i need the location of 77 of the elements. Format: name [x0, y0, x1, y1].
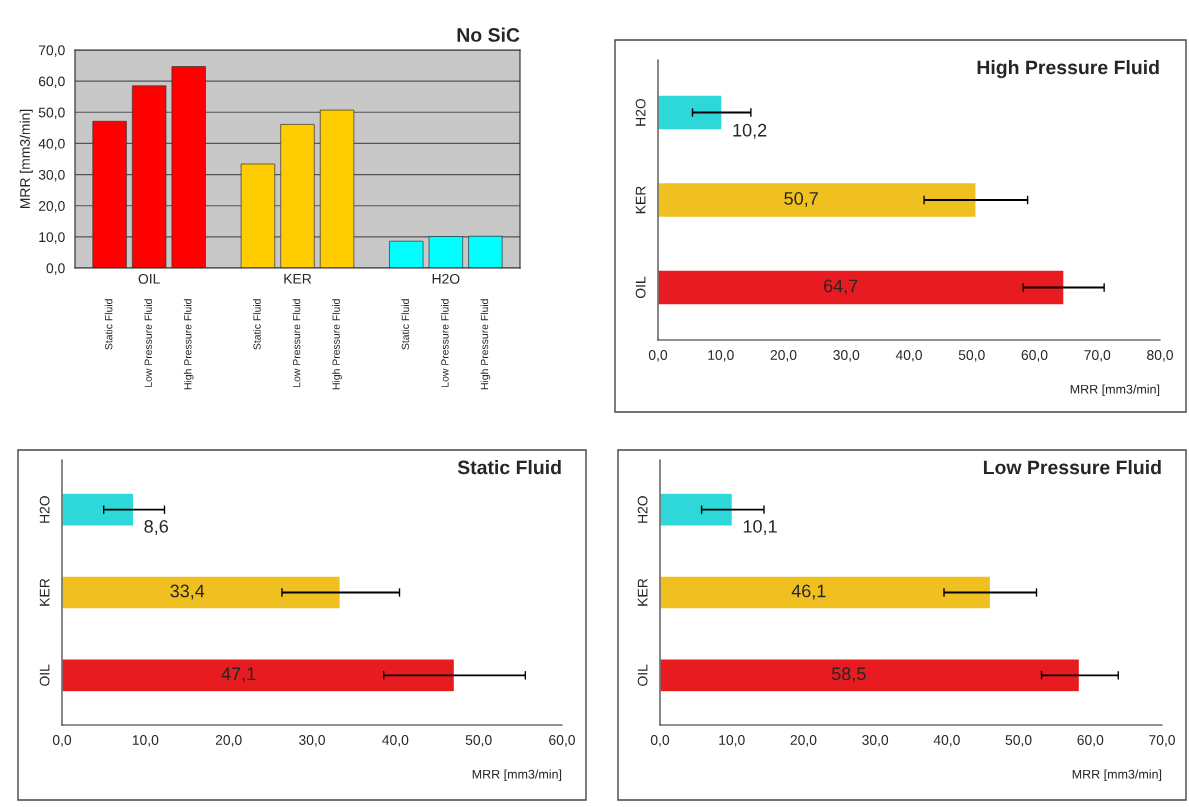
- y-tick-label: KER: [637, 578, 648, 606]
- chart-title: Low Pressure Fluid: [983, 460, 1161, 475]
- y-tick-label: 0,0: [46, 263, 65, 275]
- x-tick-label: 70,0: [1084, 350, 1111, 362]
- x-tick-label: 10,0: [719, 735, 745, 747]
- data-label: 47,1: [221, 667, 256, 683]
- x-tick-label: H2O: [432, 273, 460, 284]
- x-tick-label: OIL: [138, 273, 160, 284]
- text: Static Fluid: [253, 299, 261, 350]
- y-tick-label: 10,0: [39, 232, 65, 244]
- x-tick-label: 30,0: [833, 350, 860, 362]
- x-tick-label: 60,0: [549, 735, 575, 747]
- y-tick-label: 50,0: [38, 107, 65, 120]
- x-tick-label: 0,0: [650, 735, 670, 747]
- text: High Pressure Fluid: [480, 299, 491, 390]
- y-tick-label: 20,0: [38, 201, 65, 213]
- data-label: 10,2: [733, 123, 767, 139]
- text: Static Fluid: [104, 299, 113, 350]
- y-tick-label: 40,0: [38, 138, 65, 151]
- y-tick-label: 30,0: [38, 169, 65, 182]
- x-axis-title: MRR [mm3/min]: [472, 769, 562, 782]
- x-tick-label: 50,0: [958, 350, 985, 362]
- y-tick-label: OIL: [637, 664, 648, 686]
- x-tick-label: 20,0: [790, 735, 817, 747]
- x-tick-label: 10,0: [132, 735, 159, 747]
- data-label: 58,5: [831, 667, 866, 683]
- y-tick-label: KER: [635, 186, 646, 214]
- data-label: 46,1: [791, 584, 826, 600]
- x-tick-label: 30,0: [299, 735, 325, 747]
- bar: [62, 658, 456, 693]
- data-label: 64,7: [824, 279, 858, 295]
- bar: [658, 269, 1065, 306]
- x-tick-label: 30,0: [862, 735, 889, 747]
- x-tick-label: 20,0: [215, 735, 242, 747]
- text: Low Pressure Fluid: [440, 299, 449, 387]
- y-tick-label: 60,0: [38, 76, 65, 88]
- text: Low Pressure Fluid: [292, 299, 301, 387]
- bar: [660, 492, 734, 527]
- y-tick-label: OIL: [39, 664, 50, 686]
- x-tick-label: 20,0: [770, 350, 797, 362]
- bar: [660, 658, 1081, 693]
- x-tick-label: 40,0: [895, 350, 922, 362]
- bar: [62, 492, 135, 527]
- data-label: 50,7: [784, 192, 818, 207]
- bar: [660, 575, 992, 610]
- bar: [62, 575, 342, 610]
- text: Static Fluid: [401, 299, 410, 350]
- x-tick-label: 40,0: [382, 735, 409, 747]
- text: High Pressure Fluid: [183, 299, 194, 390]
- x-tick-label: 50,0: [1005, 735, 1032, 747]
- x-tick-label: 60,0: [1021, 350, 1048, 362]
- bar: [658, 181, 977, 219]
- chart-title: No SiC: [457, 27, 520, 42]
- y-tick-label: H2O: [635, 98, 646, 126]
- x-tick-label: 70,0: [1149, 735, 1175, 747]
- x-tick-label: KER: [284, 274, 312, 284]
- x-axis-title: MRR [mm3/min]: [1070, 384, 1160, 397]
- x-tick-label: 60,0: [1077, 735, 1104, 747]
- x-axis-title: MRR [mm3/min]: [1072, 769, 1162, 782]
- x-tick-label: 80,0: [1147, 350, 1173, 362]
- x-tick-label: 40,0: [933, 735, 960, 747]
- data-label: 8,6: [144, 519, 168, 535]
- data-label: 33,4: [170, 584, 205, 600]
- x-tick-label: 0,0: [648, 350, 668, 362]
- chart-title: High Pressure Fluid: [977, 60, 1159, 79]
- x-tick-label: 50,0: [465, 735, 492, 747]
- x-tick-label: 10,0: [708, 350, 734, 362]
- y-tick-label: 70,0: [38, 45, 65, 57]
- y-tick-label: KER: [39, 578, 50, 606]
- y-axis-title: MRR [mm3/min]: [19, 109, 33, 209]
- bar: [658, 94, 723, 131]
- text: High Pressure Fluid: [332, 299, 342, 390]
- y-tick-label: H2O: [39, 496, 50, 523]
- data-label: 10,1: [743, 519, 777, 535]
- chart-title: Static Fluid: [457, 460, 561, 475]
- y-tick-label: H2O: [637, 496, 648, 523]
- text: Low Pressure Fluid: [144, 299, 152, 387]
